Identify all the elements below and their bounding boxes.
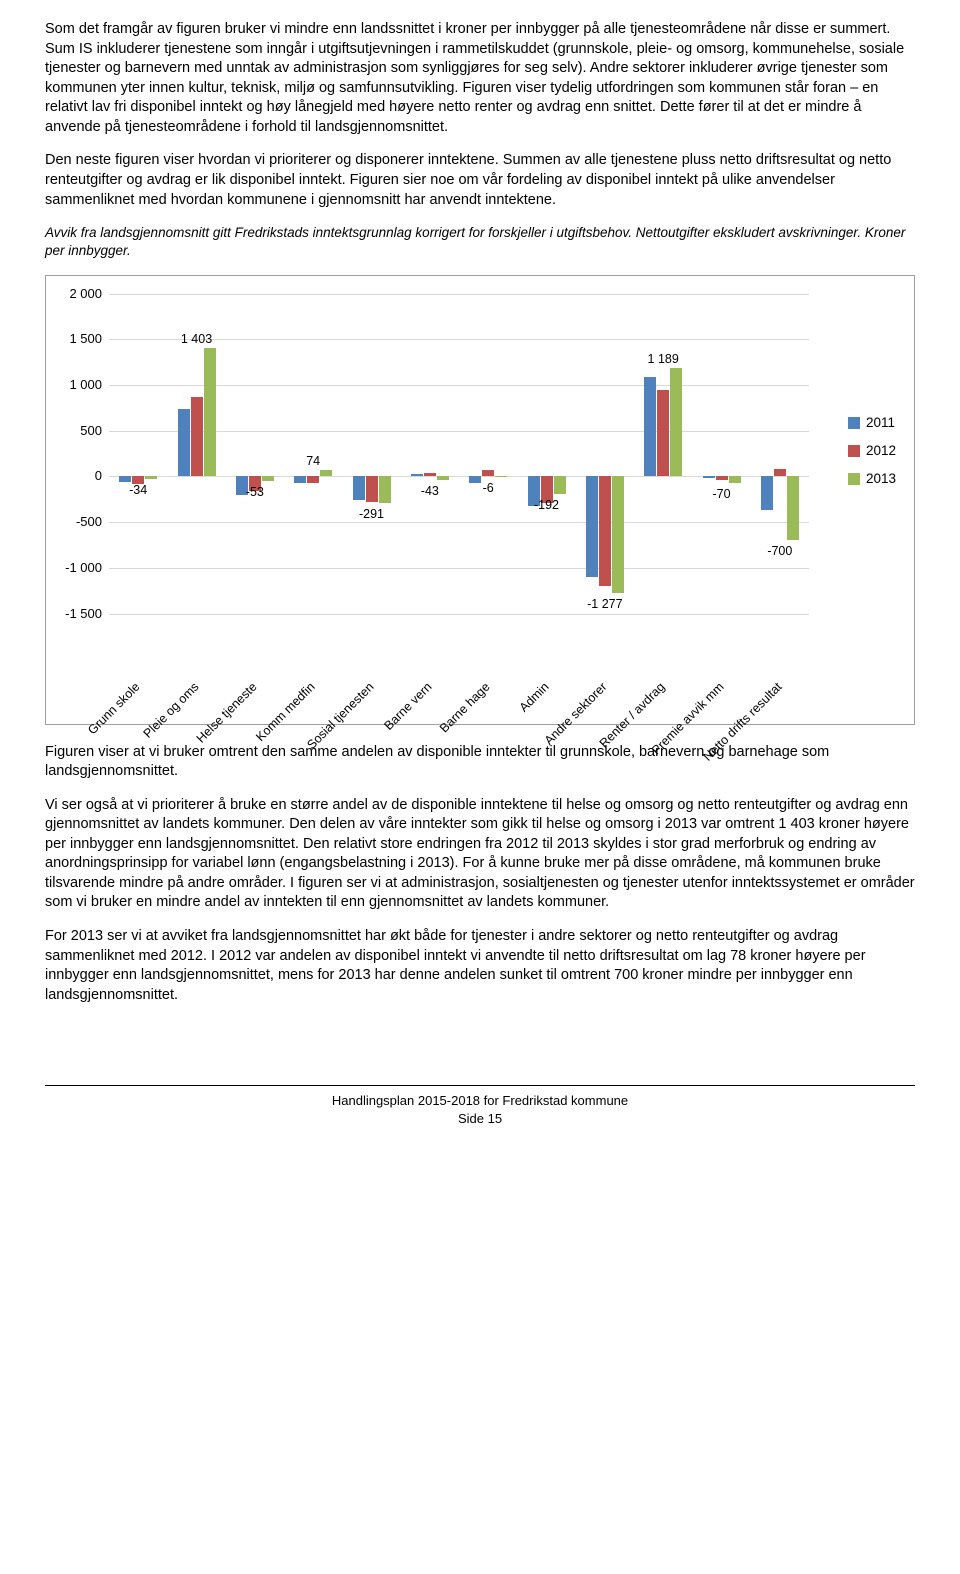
bar xyxy=(761,476,773,510)
bar xyxy=(320,470,332,477)
page-footer: Handlingsplan 2015-2018 for Fredrikstad … xyxy=(45,1085,915,1127)
bar xyxy=(644,377,656,477)
legend-label-2011: 2011 xyxy=(866,414,895,432)
legend-swatch-2013 xyxy=(848,473,860,485)
bar-value-label: -291 xyxy=(359,506,384,523)
bar xyxy=(703,476,715,478)
paragraph-6: For 2013 ser vi at avviket fra landsgjen… xyxy=(45,927,915,1005)
bar xyxy=(119,476,131,481)
paragraph-2: Den neste figuren viser hvordan vi prior… xyxy=(45,151,915,210)
chart-x-labels: Grunn skolePleie og omsHelse tjenesteKom… xyxy=(109,619,809,709)
legend-item-2012: 2012 xyxy=(848,442,896,460)
bar xyxy=(599,476,611,586)
legend-item-2011: 2011 xyxy=(848,414,896,432)
bar xyxy=(787,476,799,540)
y-tick-label: -1 500 xyxy=(54,605,102,623)
bar xyxy=(424,473,436,477)
bar xyxy=(366,476,378,502)
bar xyxy=(178,409,190,477)
bar-value-label: -43 xyxy=(421,483,439,500)
legend-swatch-2011 xyxy=(848,417,860,429)
y-tick-label: 2 000 xyxy=(54,285,102,303)
chart-plot-area: 2 0001 5001 0005000-500-1 000-1 500-341 … xyxy=(109,294,809,614)
y-tick-label: -500 xyxy=(54,513,102,531)
chart-legend: 2011 2012 2013 xyxy=(848,414,896,499)
bar xyxy=(307,476,319,482)
bar xyxy=(612,476,624,593)
bar xyxy=(554,476,566,494)
paragraph-4: Figuren viser at vi bruker omtrent den s… xyxy=(45,743,915,782)
bar xyxy=(191,397,203,477)
bar xyxy=(469,476,481,482)
x-category-label: Barne vern xyxy=(381,679,436,734)
bar-value-label: -34 xyxy=(129,482,147,499)
footer-page: Side 15 xyxy=(45,1110,915,1128)
paragraph-5: Vi ser også at vi prioriterer å bruke en… xyxy=(45,796,915,913)
x-category-label: Admin xyxy=(515,679,552,716)
legend-label-2013: 2013 xyxy=(866,470,896,488)
y-tick-label: 1 000 xyxy=(54,376,102,394)
x-category-label: Helse tjeneste xyxy=(193,679,261,747)
paragraph-1: Som det framgår av figuren bruker vi min… xyxy=(45,20,915,137)
legend-item-2013: 2013 xyxy=(848,470,896,488)
legend-swatch-2012 xyxy=(848,445,860,457)
y-tick-label: 1 500 xyxy=(54,330,102,348)
x-category-label: Grunn skole xyxy=(84,679,144,739)
bar-value-label: 1 189 xyxy=(648,351,679,368)
bar xyxy=(437,476,449,480)
bar xyxy=(495,476,507,477)
bar xyxy=(716,476,728,480)
y-tick-label: 0 xyxy=(54,468,102,486)
bar-value-label: 74 xyxy=(306,453,320,470)
bar-value-label: -6 xyxy=(483,480,494,497)
bar xyxy=(353,476,365,500)
chart-caption: Avvik fra landsgjennomsnitt gitt Fredrik… xyxy=(45,224,915,260)
x-category-label: Pleie og oms xyxy=(139,679,202,742)
bar xyxy=(586,476,598,577)
bar-value-label: -1 277 xyxy=(587,596,622,613)
deviation-chart: 2 000 1 500 1 000 500 0 -500 -1 000 -1 500 -34 1 … xyxy=(45,275,915,725)
bar-value-label: -700 xyxy=(767,543,792,560)
x-category-label: Barne hage xyxy=(436,679,494,737)
bar xyxy=(482,470,494,476)
bar xyxy=(774,469,786,476)
bar xyxy=(411,474,423,477)
bar-value-label: 1 403 xyxy=(181,331,212,348)
bar-value-label: -53 xyxy=(246,484,264,501)
y-tick-label: 500 xyxy=(54,422,102,440)
legend-label-2012: 2012 xyxy=(866,442,896,460)
bar xyxy=(729,476,741,482)
bar xyxy=(670,368,682,477)
bar xyxy=(294,476,306,482)
bar xyxy=(379,476,391,503)
bar-value-label: -192 xyxy=(534,497,559,514)
bar-value-label: -70 xyxy=(712,486,730,503)
bar xyxy=(657,390,669,476)
bar xyxy=(262,476,274,481)
y-tick-label: -1 000 xyxy=(54,559,102,577)
footer-title: Handlingsplan 2015-2018 for Fredrikstad … xyxy=(45,1092,915,1110)
bar xyxy=(204,348,216,476)
bar xyxy=(145,476,157,479)
